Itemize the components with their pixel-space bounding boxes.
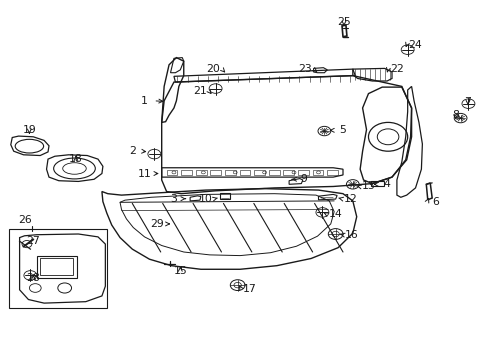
- Text: 17: 17: [243, 284, 257, 294]
- Text: 28: 28: [26, 273, 40, 283]
- Text: 26: 26: [19, 215, 32, 225]
- Bar: [37, 256, 77, 278]
- Text: 23: 23: [298, 64, 312, 74]
- Bar: [225, 170, 236, 175]
- Text: 2: 2: [129, 146, 136, 156]
- Text: 25: 25: [337, 17, 351, 27]
- Text: 18: 18: [69, 154, 83, 164]
- Text: 27: 27: [26, 236, 40, 246]
- Text: 11: 11: [138, 168, 151, 179]
- Bar: [196, 170, 207, 175]
- Text: 12: 12: [343, 194, 357, 204]
- Bar: [284, 170, 294, 175]
- Bar: [220, 193, 230, 199]
- Text: 5: 5: [340, 125, 346, 135]
- Text: 21: 21: [193, 86, 207, 96]
- Text: 7: 7: [465, 96, 471, 107]
- Bar: [327, 170, 338, 175]
- Text: 15: 15: [173, 266, 187, 276]
- Bar: [9, 229, 107, 308]
- Text: 9: 9: [300, 174, 307, 184]
- Bar: [240, 170, 250, 175]
- Text: 24: 24: [409, 40, 422, 50]
- Bar: [254, 170, 265, 175]
- Text: 20: 20: [206, 64, 220, 74]
- Bar: [167, 170, 177, 175]
- Text: 8: 8: [452, 110, 459, 120]
- Text: 22: 22: [390, 64, 404, 74]
- Text: 19: 19: [23, 125, 36, 135]
- Bar: [313, 170, 323, 175]
- Bar: [371, 181, 384, 186]
- Bar: [40, 258, 73, 275]
- Text: 29: 29: [150, 219, 164, 229]
- Text: 13: 13: [362, 181, 375, 192]
- Text: 14: 14: [329, 209, 343, 219]
- Text: 3: 3: [171, 194, 177, 204]
- Text: 10: 10: [199, 194, 213, 204]
- Text: 16: 16: [345, 230, 359, 240]
- Bar: [269, 170, 280, 175]
- Text: 1: 1: [141, 96, 148, 106]
- Text: 6: 6: [433, 197, 440, 207]
- Text: 4: 4: [384, 179, 391, 189]
- Bar: [298, 170, 309, 175]
- Bar: [181, 170, 192, 175]
- Bar: [210, 170, 221, 175]
